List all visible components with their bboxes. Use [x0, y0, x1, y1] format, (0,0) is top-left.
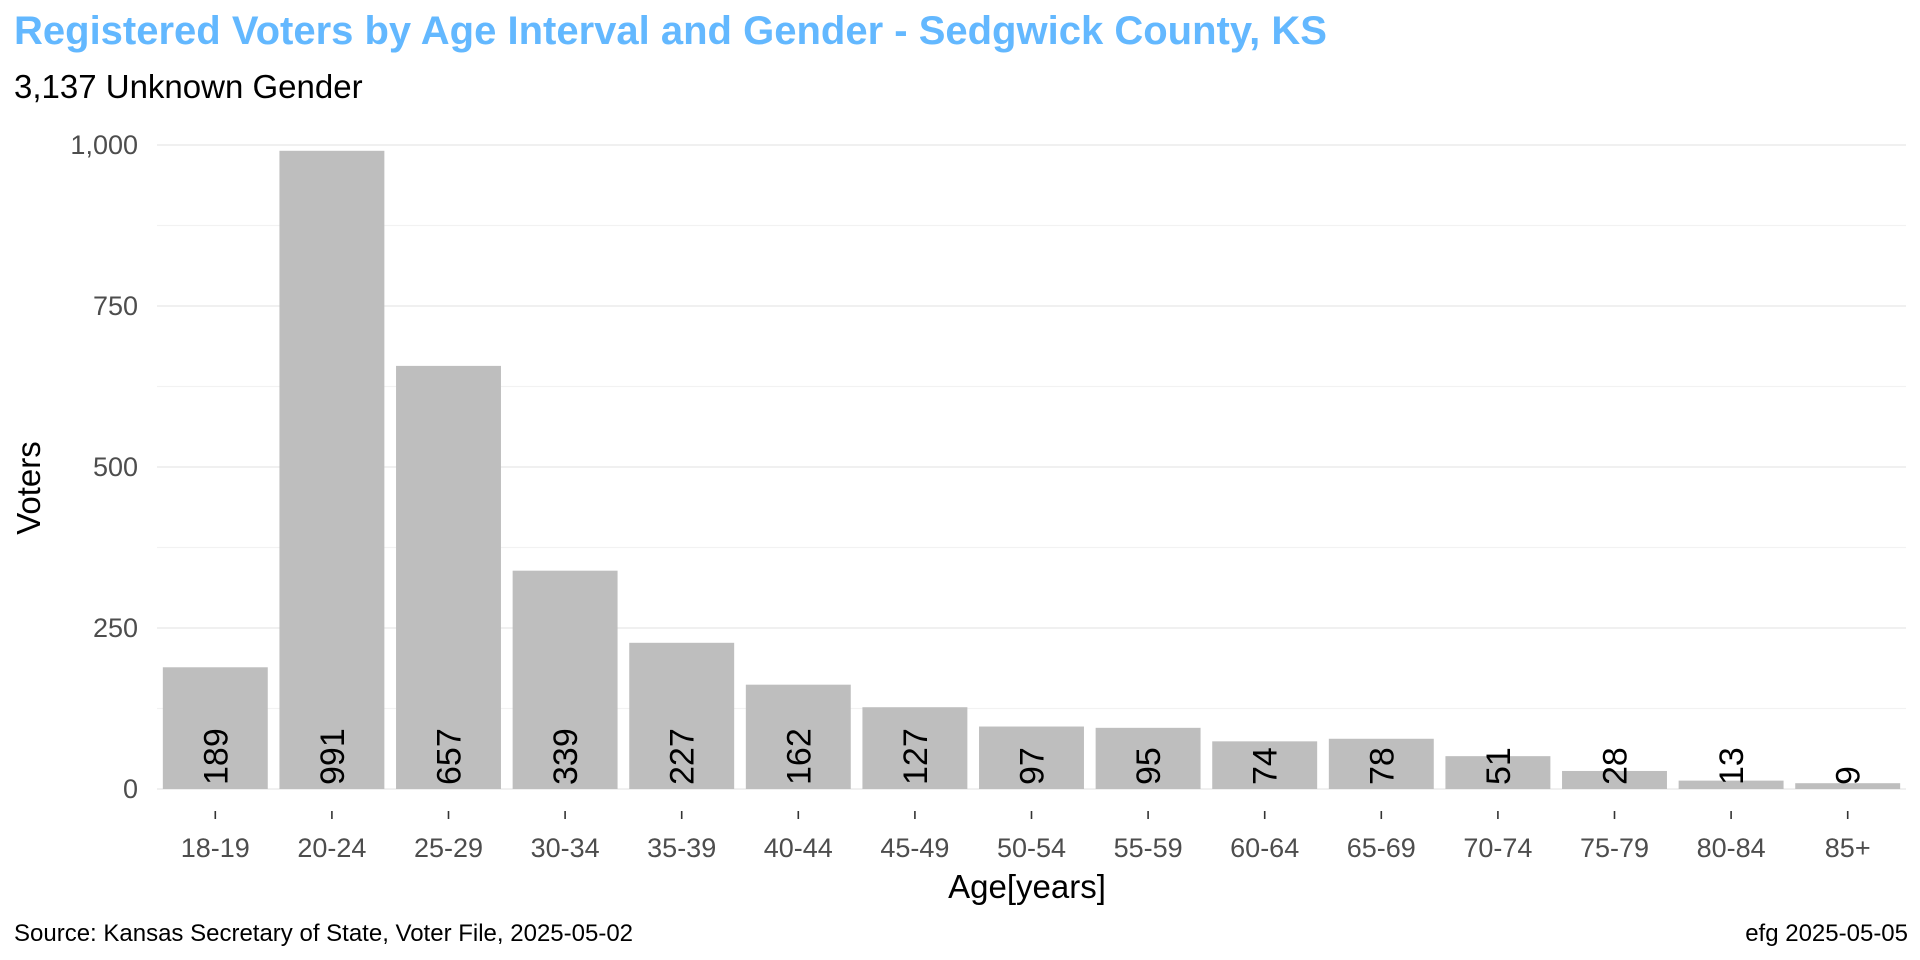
- x-tick-label: 75-79: [1580, 833, 1649, 863]
- bar-value-label: 74: [1247, 747, 1285, 785]
- bar: [745, 684, 851, 789]
- x-tick-label: 60-64: [1230, 833, 1299, 863]
- x-tick-label: 50-54: [997, 833, 1066, 863]
- x-tick-label: 40-44: [764, 833, 833, 863]
- bar: [1795, 783, 1901, 789]
- y-tick-label: 0: [123, 774, 138, 804]
- y-axis-title: Voters: [10, 441, 47, 535]
- x-tick-label: 80-84: [1697, 833, 1766, 863]
- x-tick-label: 55-59: [1114, 833, 1183, 863]
- y-tick-label: 1,000: [70, 130, 138, 160]
- bars: [162, 150, 1901, 789]
- bar-value-label: 78: [1363, 747, 1401, 785]
- x-tick-label: 45-49: [880, 833, 949, 863]
- bar-value-label: 339: [547, 728, 585, 785]
- x-tick-label: 18-19: [181, 833, 250, 863]
- bar-value-label: 95: [1130, 747, 1168, 785]
- bar: [162, 667, 268, 789]
- bar: [1328, 738, 1434, 789]
- x-tick-label: 20-24: [297, 833, 366, 863]
- bar: [1445, 756, 1551, 789]
- bar: [396, 365, 501, 789]
- bar-value-label: 9: [1830, 766, 1868, 785]
- bar-value-label: 227: [664, 728, 702, 785]
- y-tick-label: 250: [93, 613, 138, 643]
- bar: [1562, 770, 1667, 789]
- x-axis-title: Age[years]: [948, 868, 1106, 905]
- bar: [979, 726, 1084, 789]
- bar-value-label: 97: [1014, 747, 1052, 785]
- bar: [862, 707, 968, 789]
- x-tick-label: 85+: [1825, 833, 1871, 863]
- x-tick-label: 35-39: [647, 833, 716, 863]
- x-tick-label: 30-34: [531, 833, 600, 863]
- source-caption: Source: Kansas Secretary of State, Voter…: [14, 920, 633, 947]
- bar: [1095, 727, 1201, 789]
- bar-value-label: 189: [197, 728, 235, 785]
- bar-value-label: 127: [897, 728, 935, 785]
- y-tick-label: 750: [93, 291, 138, 321]
- x-tick-label: 70-74: [1463, 833, 1532, 863]
- bar: [1212, 741, 1318, 789]
- bar-value-label: 51: [1480, 747, 1518, 785]
- chart-title: Registered Voters by Age Interval and Ge…: [14, 9, 1327, 53]
- author-caption: efg 2025-05-05: [1745, 920, 1908, 947]
- bar-labels: 189 991 657 339 227 162 127 97 95 74 78 51 28 13 9: [197, 728, 1867, 785]
- bar: [1678, 780, 1784, 789]
- bar-value-label: 28: [1597, 747, 1635, 785]
- bar: [512, 570, 618, 789]
- bar-value-label: 657: [431, 728, 469, 785]
- chart-subtitle: 3,137 Unknown Gender: [14, 68, 363, 105]
- bar: [629, 642, 735, 789]
- bar: [279, 150, 385, 789]
- bar-value-label: 991: [314, 728, 352, 785]
- bar-value-label: 13: [1713, 747, 1751, 785]
- x-tick-label: 65-69: [1347, 833, 1416, 863]
- axis-ticks: 0 250 500 750 1,000 18-19 20-24 25-29 30-34 35-39…: [70, 130, 1870, 863]
- y-tick-label: 500: [93, 452, 138, 482]
- x-tick-label: 25-29: [414, 833, 483, 863]
- bar-value-label: 162: [780, 728, 818, 785]
